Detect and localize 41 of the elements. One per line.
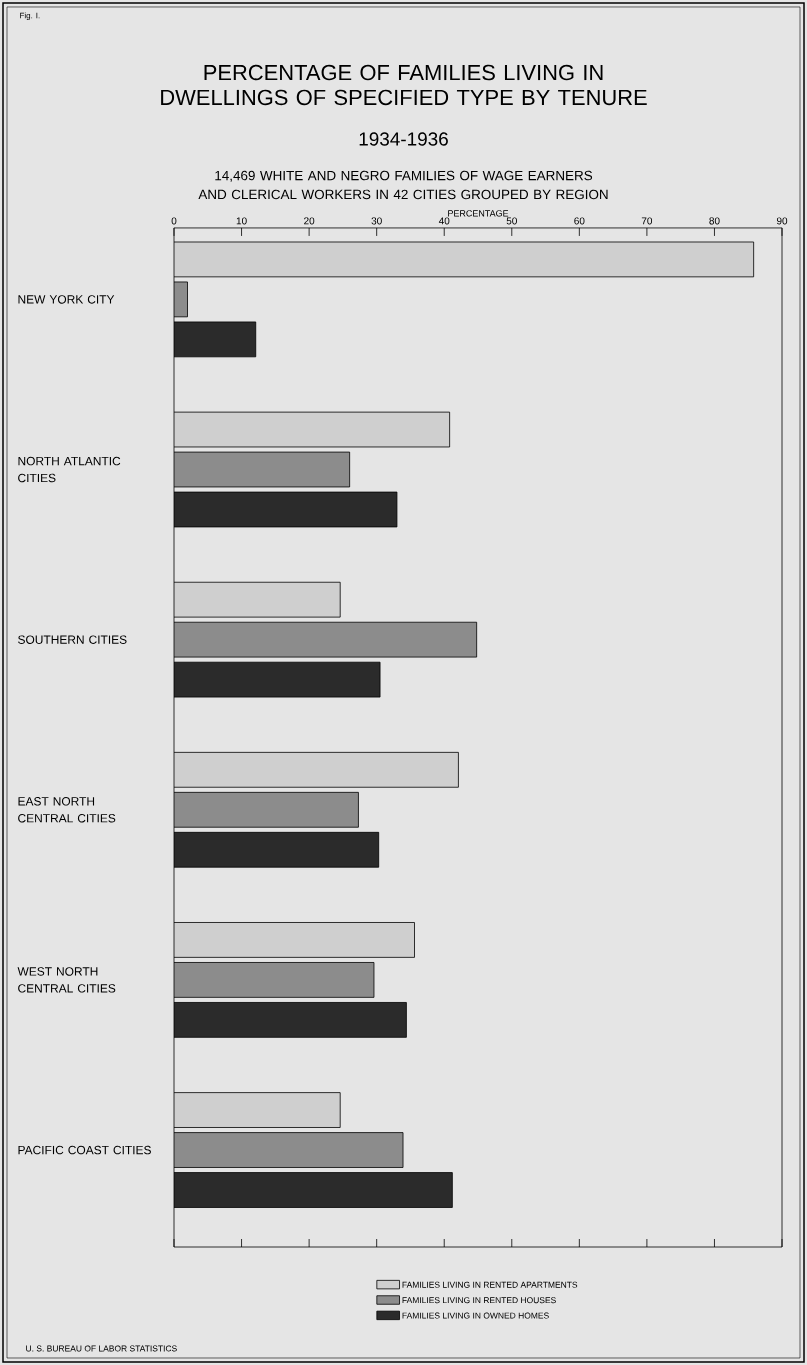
bar xyxy=(174,411,451,448)
x-tick-label: 0 xyxy=(171,217,177,225)
x-tick-label: 40 xyxy=(438,217,450,225)
x-tick-label: 30 xyxy=(371,217,382,225)
bar xyxy=(174,962,375,998)
y-tick-label: WEST NORTH CENTRAL CITIES xyxy=(17,967,116,993)
y-tick-label: SOUTHERN CITIES xyxy=(18,635,127,644)
y-tick-label: NEW YORK CITY xyxy=(18,295,115,304)
bar xyxy=(174,321,257,358)
legend-label: FAMILIES LIVING IN RENTED HOUSES xyxy=(402,1297,556,1304)
bar xyxy=(174,1002,407,1038)
y-tick-label: PACIFIC COAST CITIES xyxy=(18,1145,151,1155)
bar xyxy=(174,241,755,278)
x-tick-label: 90 xyxy=(776,217,788,225)
bar xyxy=(174,661,381,698)
bar xyxy=(174,581,341,618)
x-tick-label: 80 xyxy=(709,217,720,225)
bar xyxy=(174,751,459,788)
chart-subtitle: 1934-1936 xyxy=(359,132,448,146)
x-tick-label: 20 xyxy=(304,217,315,225)
y-tick-label: NORTH ATLANTIC CITIES xyxy=(18,456,121,483)
bar xyxy=(174,451,351,488)
bar xyxy=(174,831,380,868)
y-tick-label: EAST NORTH CENTRAL CITIES xyxy=(18,797,116,823)
bar xyxy=(174,791,359,828)
bar xyxy=(174,1092,341,1128)
bar xyxy=(174,1132,404,1168)
text: U. S. BUREAU OF LABOR STATISTICS xyxy=(26,1345,177,1352)
x-tick-label: 50 xyxy=(506,217,517,225)
x-tick-label: 70 xyxy=(641,217,653,225)
legend-label: FAMILIES LIVING IN OWNED HOMES xyxy=(402,1312,549,1319)
x-axis-title: PERCENTAGE xyxy=(448,210,509,217)
text: 14,469 WHITE AND NEGRO FAMILIES OF WAGE EARNERS AND CLERICAL WORKERS IN 42 CITIES GROUPED BY REGION xyxy=(198,170,608,200)
x-tick-label: 60 xyxy=(574,217,585,225)
bar xyxy=(174,491,398,528)
chart-title: PERCENTAGE OF FAMILIES LIVING IN DWELLINGS OF SPECIFIED TYPE BY TENURE xyxy=(161,64,647,106)
legend-label: FAMILIES LIVING IN RENTED APARTMENTS xyxy=(402,1281,578,1288)
x-tick-label: 10 xyxy=(236,217,247,225)
bar xyxy=(174,922,415,958)
bar xyxy=(174,621,478,658)
bar xyxy=(174,1172,453,1208)
